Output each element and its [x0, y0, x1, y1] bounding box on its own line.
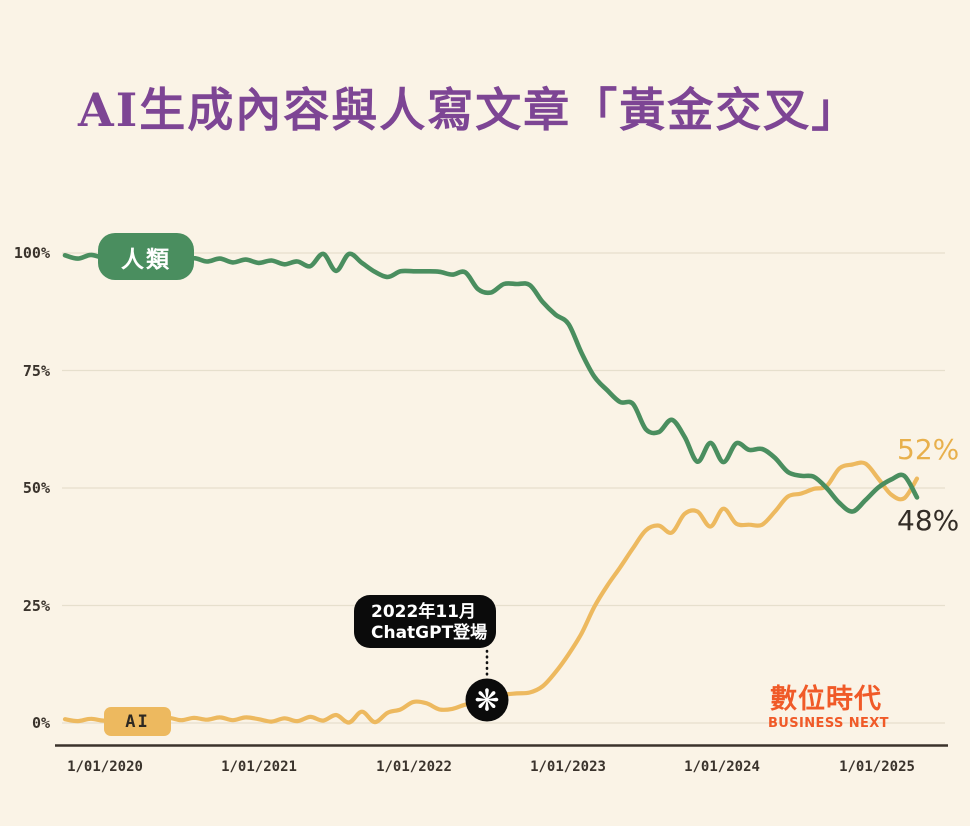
chatgpt-callout-line1: 2022年11月: [371, 602, 476, 622]
x-tick-2021: 1/01/2021: [221, 759, 297, 775]
y-tick-0: 0%: [31, 714, 50, 732]
openai-logo-icon: ❋: [474, 684, 499, 719]
logo-text-zh: 數位時代: [770, 684, 882, 715]
x-tick-2023: 1/01/2023: [530, 759, 606, 775]
business-next-logo: 數位時代 BUSINESS NEXT: [768, 684, 889, 731]
chatgpt-marker-circle: [465, 678, 509, 722]
y-tick-100: 100%: [13, 244, 50, 262]
page-title: AI生成內容與人寫文章「黃金交叉」: [78, 83, 860, 137]
end-label-human: 48%: [897, 504, 960, 537]
chatgpt-callout: 2022年11月 ChatGPT登場: [354, 595, 496, 648]
series-badge-human-label: 人類: [121, 246, 171, 273]
y-tick-75: 75%: [22, 361, 50, 380]
series-badge-ai-label: AI: [125, 711, 150, 732]
gridlines: [62, 252, 945, 724]
end-label-ai: 52%: [897, 433, 960, 466]
series-line-human: [62, 251, 920, 514]
y-tick-25: 25%: [22, 596, 50, 615]
series-badge-ai: AI: [104, 707, 171, 736]
series-badge-human: 人類: [98, 233, 194, 280]
x-tick-2025: 1/01/2025: [839, 759, 915, 775]
y-tick-50: 50%: [22, 479, 50, 497]
x-tick-2024: 1/01/2024: [684, 759, 760, 775]
x-tick-2020: 1/01/2020: [67, 759, 143, 775]
chatgpt-callout-line2: ChatGPT登場: [371, 623, 488, 643]
x-tick-2022: 1/01/2022: [376, 759, 452, 775]
logo-text-en: BUSINESS NEXT: [768, 716, 889, 731]
chatgpt-marker: ❋: [465, 649, 509, 722]
